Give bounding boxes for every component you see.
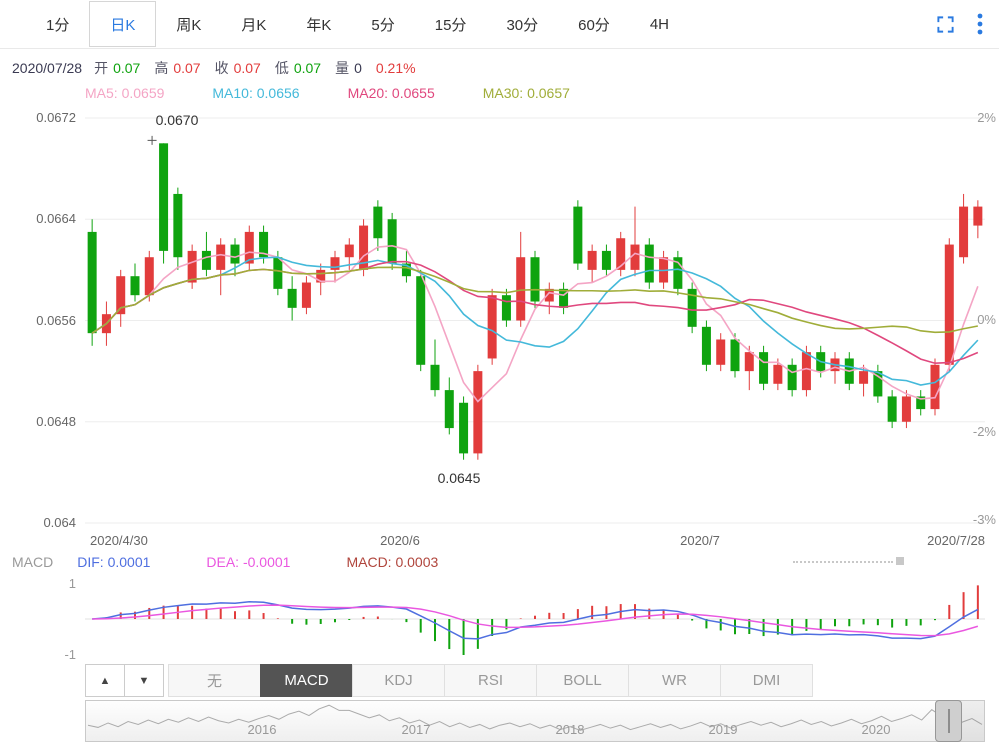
range-dots-end	[896, 557, 904, 565]
macd-value: MACD: 0.0003	[346, 554, 439, 570]
percent-axis-label: -3%	[972, 512, 996, 528]
period-tab-1min[interactable]: 1分	[26, 0, 89, 48]
ma-legend: MA5: 0.0659 MA10: 0.0656 MA20: 0.0655 MA30:…	[85, 85, 570, 101]
indicator-tab-kdj[interactable]: KDJ	[352, 664, 445, 697]
macd-axis-bottom: -1	[64, 647, 76, 662]
period-tab-list: 1分 日K 周K 月K 年K 5分 15分 30分 60分 4H	[0, 0, 689, 48]
price-axis-label: 0.0672	[36, 110, 76, 125]
quote-infobar: 2020/07/28 开 0.07 高 0.07 收 0.07 低 0.07 量 0 0.21%	[12, 58, 416, 78]
volume-label: 量	[335, 60, 350, 76]
period-tab-60min[interactable]: 60分	[558, 0, 630, 48]
close-value: 0.07	[233, 60, 261, 76]
info-high: 高 0.07	[154, 58, 200, 78]
low-price-annotation: 0.0645	[437, 469, 481, 486]
ohlc-values: 开 0.07 高 0.07 收 0.07 低 0.07 量 0	[94, 58, 362, 78]
navigator-slider-handle[interactable]	[935, 700, 962, 742]
more-menu-icon[interactable]	[977, 13, 983, 35]
volume-value: 0	[354, 60, 362, 76]
ma30-legend: MA30: 0.0657	[482, 85, 570, 101]
percent-axis-label: -2%	[972, 423, 996, 439]
indicator-tab-rsi[interactable]: RSI	[444, 664, 537, 697]
macd-panel-label: MACD	[12, 554, 54, 570]
dif-value: DIF: 0.0001	[77, 554, 151, 570]
period-tab-15min[interactable]: 15分	[415, 0, 487, 48]
indicator-tab-boll[interactable]: BOLL	[536, 664, 629, 697]
time-axis-label: 2020/7/28	[927, 533, 985, 548]
indicator-tab-list: 无 MACD KDJ RSI BOLL WR DMI	[168, 664, 813, 697]
price-axis-label: 0.0664	[36, 211, 76, 227]
indicator-tab-wr[interactable]: WR	[628, 664, 721, 697]
indicator-tab-none[interactable]: 无	[168, 664, 261, 697]
high-label: 高	[154, 60, 169, 76]
range-dots-decoration	[793, 561, 893, 563]
period-tab-1day[interactable]: 日K	[89, 1, 157, 47]
time-axis-label: 2020/7	[680, 533, 720, 548]
period-tab-5min[interactable]: 5分	[351, 0, 414, 48]
scale-up-button[interactable]: ▲	[85, 664, 125, 697]
open-label: 开	[94, 60, 109, 76]
ma5-legend: MA5: 0.0659	[85, 85, 165, 101]
percent-axis-label: 2%	[977, 110, 996, 125]
period-tab-4h[interactable]: 4H	[630, 0, 689, 48]
scale-down-button[interactable]: ▼	[124, 664, 164, 697]
open-value: 0.07	[113, 60, 141, 76]
time-axis-label: 2020/4/30	[90, 533, 148, 548]
percent-axis-label: 0%	[977, 312, 996, 328]
navigator-right-shade	[961, 701, 984, 741]
toolbar-icons	[936, 13, 999, 35]
low-label: 低	[274, 60, 289, 76]
change-percent: 0.21%	[375, 60, 416, 76]
indicator-tab-macd[interactable]: MACD	[260, 664, 353, 697]
indicator-tab-dmi[interactable]: DMI	[720, 664, 813, 697]
quote-date: 2020/07/28	[12, 60, 83, 76]
ma10-legend: MA10: 0.0656	[212, 85, 300, 101]
period-tab-30min[interactable]: 30分	[486, 0, 558, 48]
indicator-toolbar: ▲ ▼ 无 MACD KDJ RSI BOLL WR DMI	[85, 664, 813, 697]
price-axis-label: 0.0648	[36, 413, 76, 429]
info-low: 低 0.07	[275, 58, 321, 78]
ma20-legend: MA20: 0.0655	[347, 85, 435, 101]
macd-values: DIF: 0.0001 DEA: -0.0001 MACD: 0.0003	[77, 554, 438, 570]
period-tab-1week[interactable]: 周K	[156, 0, 221, 48]
low-value: 0.07	[293, 60, 322, 76]
period-tab-1month[interactable]: 月K	[221, 0, 286, 48]
macd-axis-top: 1	[68, 576, 76, 591]
high-value: 0.07	[173, 60, 201, 76]
dea-value: DEA: -0.0001	[206, 554, 291, 570]
info-open: 开 0.07	[94, 58, 140, 78]
macd-header: MACD DIF: 0.0001 DEA: -0.0001 MACD: 0.0003	[12, 554, 438, 570]
price-axis-label: 0.0656	[36, 312, 76, 328]
period-tabbar: 1分 日K 周K 月K 年K 5分 15分 30分 60分 4H	[0, 0, 999, 49]
info-close: 收 0.07	[215, 58, 261, 78]
time-axis-label: 2020/6	[380, 533, 420, 548]
price-axis-label: 0.064	[43, 515, 76, 530]
timeline-navigator[interactable]	[85, 700, 985, 742]
fullscreen-icon[interactable]	[936, 15, 955, 34]
close-label: 收	[214, 60, 229, 76]
period-tab-1year[interactable]: 年K	[286, 0, 351, 48]
high-price-annotation: 0.0670	[155, 112, 199, 129]
